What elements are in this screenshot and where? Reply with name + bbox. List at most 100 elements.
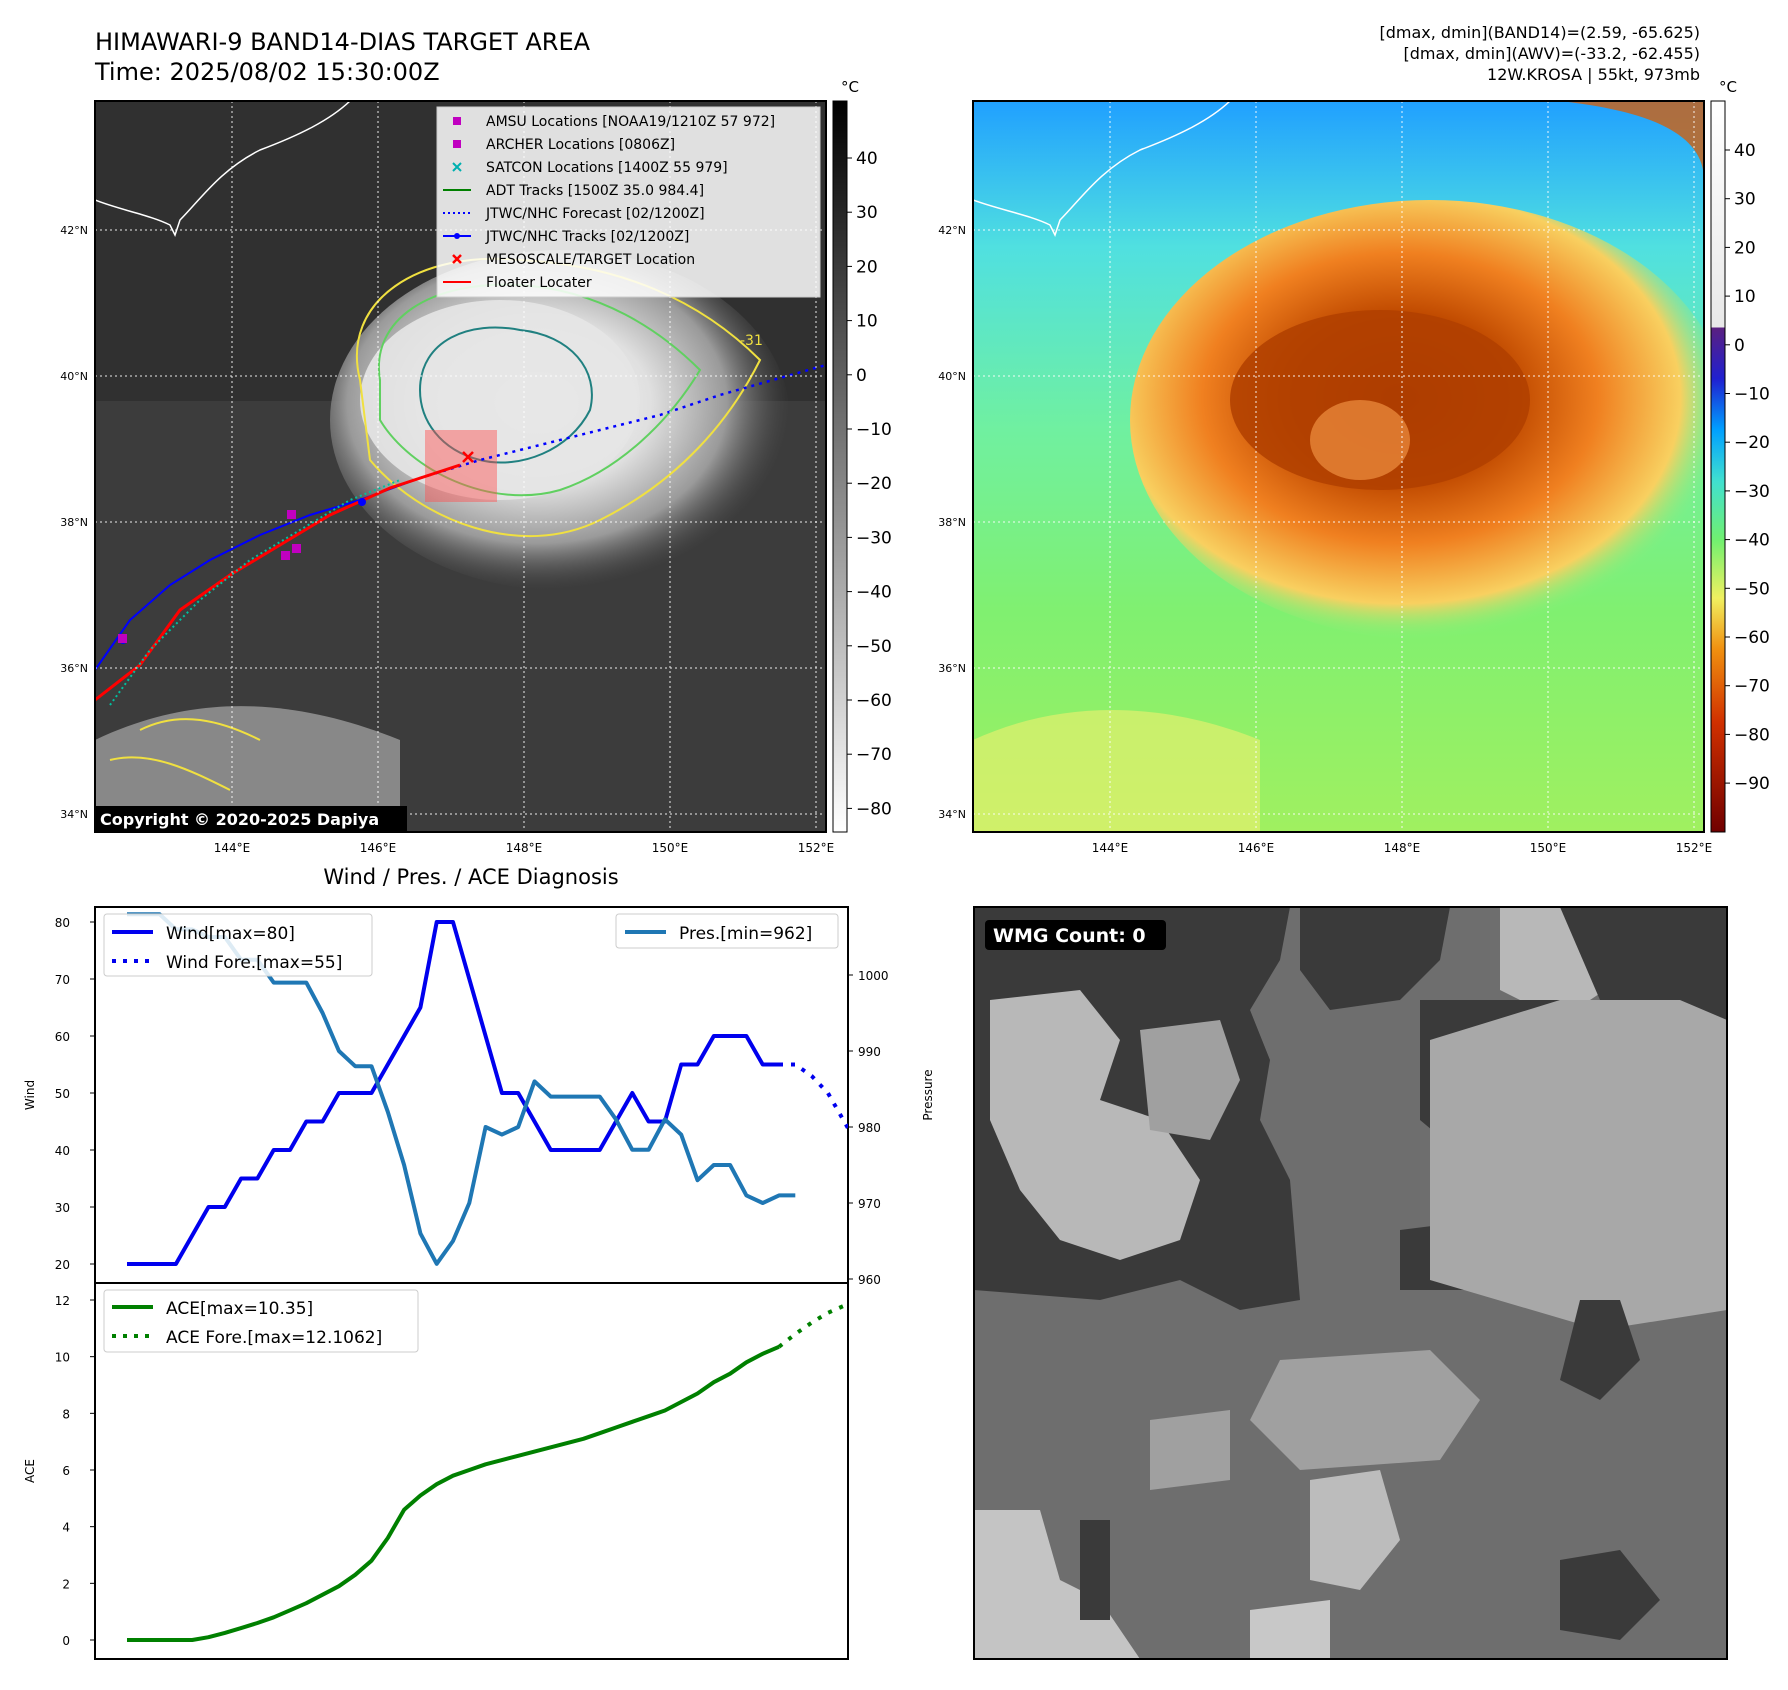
wmg-panel: WMG Count: 0 [973,906,1728,1660]
lon-label: 148°E [1384,841,1421,855]
ace-tick-label: 2 [62,1577,70,1591]
ace-legend: ACE[max=10.35] ACE Fore.[max=12.1062] [103,1289,419,1353]
lat-label: 38°N [938,516,966,529]
ace-axis-label: ACE [23,1459,37,1483]
lon-label: 146°E [1238,841,1275,855]
colorbar-tick-label: −60 [856,691,892,711]
pressure-tick-label: 990 [858,1045,881,1059]
awv-range: [dmax, dmin](AWV)=(-33.2, -62.455) [1403,44,1700,63]
diagnosis-title: Wind / Pres. / ACE Diagnosis [323,865,618,889]
lat-label: 42°N [938,224,966,237]
legend-jtwc-tracks: JTWC/NHC Tracks [02/1200Z] [485,229,689,245]
colorbar-tick-label: −50 [1734,579,1770,599]
lon-label: 150°E [652,841,689,855]
band14-range: [dmax, dmin](BAND14)=(2.59, -65.625) [1380,23,1701,42]
ace-tick-label: 12 [55,1294,70,1308]
wind-tick-label: 60 [55,1030,70,1044]
left-ir-map: -31 AMSU Locations [NOAA19/1210Z 57 972]… [94,100,827,833]
ace-tick-label: 4 [62,1521,70,1535]
wind-series-line [127,920,779,1266]
lat-label: 34°N [938,808,966,821]
pressure-tick-label: 970 [858,1197,881,1211]
ace-tick-label: 10 [55,1351,70,1365]
wind-tick-label: 80 [55,916,70,930]
ace-tick-label: 6 [62,1464,70,1478]
colorbar-tick-label: 20 [856,257,878,277]
colorbar-tick-label: −70 [1734,677,1770,697]
wind-tick-label: 70 [55,973,70,987]
lon-label: 144°E [1092,841,1129,855]
pressure-legend: Pres.[min=962] [615,913,839,949]
colorbar-tick-label: −20 [1734,433,1770,453]
colorbar-tick-label: 20 [1734,238,1756,258]
legend-adt: ADT Tracks [1500Z 35.0 984.4] [486,183,704,199]
colorbar-unit: °C [1719,78,1737,96]
lon-label: 148°E [506,841,543,855]
legend-amsu: AMSU Locations [NOAA19/1210Z 57 972] [486,114,775,130]
lat-label: 34°N [60,808,88,821]
figure-time: Time: 2025/08/02 15:30:00Z [94,58,440,86]
pressure-tick-label: 980 [858,1121,881,1135]
wind-pressure-panel: 80 70 60 50 40 30 20 1000 990 980 970 960 Wind Pre… [23,906,935,1287]
ace-forecast-line [777,1302,848,1349]
colorbar-tick-label: −80 [1734,725,1770,745]
legend-archer: ARCHER Locations [0806Z] [486,137,675,153]
legend-mesoscale: MESOSCALE/TARGET Location [486,252,695,268]
wind-tick-label: 50 [55,1087,70,1101]
ace-tick-label: 8 [62,1407,70,1421]
copyright: Copyright © 2020-2025 Dapiya [100,810,379,829]
colorbar-tick-label: 0 [856,366,867,386]
legend-ace: ACE[max=10.35] [166,1299,313,1319]
colorbar-tick-label: −30 [1734,482,1770,502]
ace-panel: 12 10 8 6 4 2 0 ACE ACE[max=10.35] ACE Fore.[m… [23,1282,849,1660]
lat-label: 40°N [60,370,88,383]
colorbar-tick-label: −10 [856,420,892,440]
map-legend: AMSU Locations [NOAA19/1210Z 57 972] ARC… [436,106,821,298]
colorbar-tick-label: 10 [856,312,878,332]
colorbar-tick-label: −40 [1734,531,1770,551]
colorbar-tick-label: 0 [1734,336,1745,356]
pressure-tick-label: 1000 [858,969,889,983]
left-colorbar: °C 40 30 20 10 0 −10 −20 −30 −40 −50 −60 −70 −80 [832,78,892,833]
colorbar-tick-label: −70 [856,745,892,765]
legend-wind: Wind[max=80] [166,924,295,944]
colorbar-tick-label: 10 [1734,287,1756,307]
ace-tick-label: 0 [62,1634,70,1648]
colorbar-tick-label: −20 [856,474,892,494]
lon-label: 146°E [360,841,397,855]
lon-label: 152°E [798,841,835,855]
lat-label: 36°N [60,662,88,675]
right-color-map [972,100,1705,833]
wmg-count: WMG Count: 0 [993,925,1146,947]
colorbar-tick-label: −60 [1734,628,1770,648]
wind-tick-label: 40 [55,1144,70,1158]
colorbar-tick-label: 40 [1734,141,1756,161]
lon-label: 152°E [1676,841,1713,855]
lon-label: 144°E [214,841,251,855]
colorbar-tick-label: 30 [1734,190,1756,210]
ace-series-line [127,1344,780,1642]
wind-tick-label: 20 [55,1258,70,1272]
legend-jtwc-forecast: JTWC/NHC Forecast [02/1200Z] [485,206,705,222]
colorbar-tick-label: −80 [856,799,892,819]
right-colorbar: °C 40 30 20 10 0 −10 −20 −30 −40 −50 −60 −70 −80 −90 [1710,78,1770,833]
colorbar-tick-label: 40 [856,149,878,169]
wind-legend: Wind[max=80] Wind Fore.[max=55] [103,913,373,977]
storm-info: 12W.KROSA | 55kt, 973mb [1487,65,1700,84]
pressure-axis-label: Pressure [921,1069,935,1120]
legend-ace-fore: ACE Fore.[max=12.1062] [166,1328,382,1348]
colorbar-tick-label: −50 [856,637,892,657]
colorbar-tick-label: 30 [856,203,878,223]
colorbar-tick-label: −10 [1734,385,1770,405]
lat-label: 38°N [60,516,88,529]
figure-title: HIMAWARI-9 BAND14-DIAS TARGET AREA [95,28,591,56]
lat-label: 42°N [60,224,88,237]
colorbar-tick-label: −90 [1734,774,1770,794]
colorbar-unit: °C [841,78,859,96]
lat-label: 36°N [938,662,966,675]
lon-label: 150°E [1530,841,1567,855]
legend-wind-fore: Wind Fore.[max=55] [166,953,342,973]
contour-label: -31 [740,333,763,349]
legend-floater: Floater Locater [486,275,592,291]
